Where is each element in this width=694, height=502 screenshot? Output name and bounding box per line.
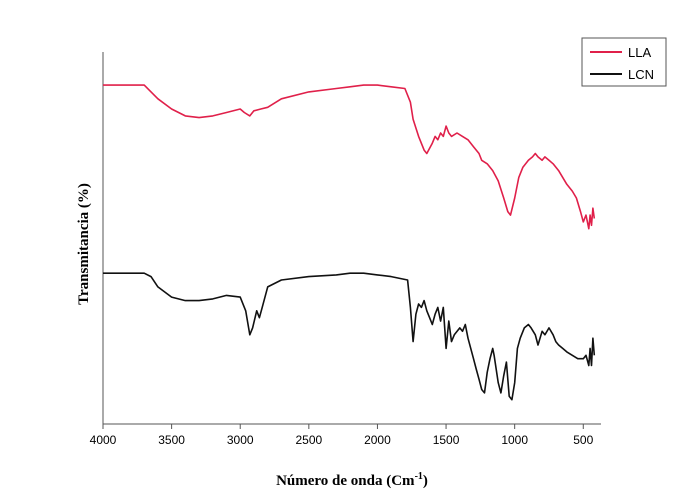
x-tick-label: 3500 <box>158 433 185 447</box>
x-tick-label: 500 <box>573 433 593 447</box>
plot-area <box>103 84 596 401</box>
x-tick-label: 4000 <box>90 433 117 447</box>
y-axis-title: Transmitancia (%) <box>76 183 92 305</box>
x-tick-label: 1500 <box>433 433 460 447</box>
x-axis-title-superscript: -1 <box>415 471 423 482</box>
x-tick-label: 2500 <box>295 433 322 447</box>
x-axis-title: Número de onda (Cm-1) <box>276 471 428 489</box>
legend-box <box>581 37 667 87</box>
x-tick-label: 3000 <box>227 433 254 447</box>
x-tick-label: 1000 <box>501 433 528 447</box>
legend: LLA LCN <box>581 37 667 87</box>
legend-label-lcn: LCN <box>628 67 654 82</box>
x-axis-title-close: ) <box>423 473 428 489</box>
series-line-lla <box>103 84 596 230</box>
x-tick-label: 2000 <box>364 433 391 447</box>
x-axis-title-main: Número de onda (Cm <box>276 473 415 489</box>
x-axis-ticks: 4000 3500 3000 2500 2000 1500 1000 500 <box>90 424 594 447</box>
series-line-lcn <box>103 272 596 401</box>
legend-label-lla: LLA <box>628 45 651 60</box>
